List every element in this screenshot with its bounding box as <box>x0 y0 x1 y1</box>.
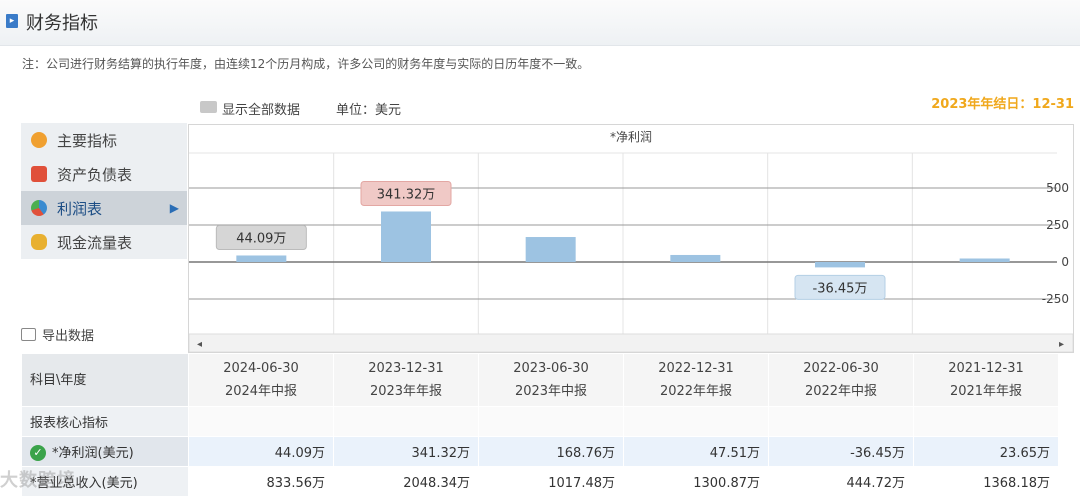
sidebar-item-label: 利润表 <box>57 199 103 218</box>
sidebar-item-label: 现金流量表 <box>57 233 133 252</box>
scroll-right-icon[interactable]: ▸ <box>1059 339 1064 350</box>
export-icon <box>21 328 36 341</box>
column-date: 2022-12-31 <box>658 361 734 376</box>
chart-canvas: *净利润 500 250 0 -250 44.09万 341.32万 -36.45万 ◂ … <box>189 130 1073 352</box>
column-period: 2023年年报 <box>369 384 443 399</box>
watermark: 大数跨境 <box>0 466 76 492</box>
column-period: 2022年中报 <box>804 384 878 399</box>
show-all-data-link[interactable]: 显示全部数据 <box>222 103 301 118</box>
scroll-left-icon[interactable]: ◂ <box>197 339 202 350</box>
column-period: 2022年年报 <box>659 384 733 399</box>
comment-icon[interactable] <box>200 101 217 113</box>
empty-cell <box>188 406 334 437</box>
column-header: 2024-06-30 2024年中报 <box>188 353 334 407</box>
row-label-text: *营业总收入(美元) <box>30 476 138 491</box>
page-header: ▸ 财务指标 <box>0 0 1080 46</box>
column-header: 2023-06-30 2023年中报 <box>478 353 624 407</box>
column-header: 2022-12-31 2022年年报 <box>623 353 769 407</box>
table-cell: 1017.48万 <box>478 466 624 497</box>
table-cell: 444.72万 <box>768 466 914 497</box>
column-header: 2021-12-31 2021年年报 <box>913 353 1059 407</box>
data-label: 341.32万 <box>377 187 436 202</box>
section-row: 报表核心指标 <box>21 406 1059 437</box>
table-header-row: 科目\年度 2024-06-30 2024年中报 2023-12-31 2023年年… <box>21 353 1059 407</box>
table-cell: -36.45万 <box>768 436 914 467</box>
column-date: 2021-12-31 <box>948 361 1024 376</box>
table-cell: 341.32万 <box>333 436 479 467</box>
watermark-text: 大数跨境 <box>0 470 76 491</box>
row-label: *营业总收入(美元) <box>21 466 189 497</box>
table-cell: 44.09万 <box>188 436 334 467</box>
table-cell: 47.51万 <box>623 436 769 467</box>
fiscal-note: 注：公司进行财务结算的执行年度，由连续12个历月构成，许多公司的财务年度与实际的… <box>22 57 590 71</box>
table-cell: 168.76万 <box>478 436 624 467</box>
sidebar-item-label: 资产负债表 <box>57 165 133 184</box>
column-period: 2023年中报 <box>514 384 588 399</box>
column-header: 2022-06-30 2022年中报 <box>768 353 914 407</box>
bar[interactable] <box>959 258 1010 262</box>
sidebar-item-balance-sheet[interactable]: 资产负债表 <box>21 157 187 191</box>
section-marker-icon: ▸ <box>6 14 18 28</box>
empty-cell <box>478 406 624 437</box>
chart-title: *净利润 <box>610 130 652 144</box>
section-label: 报表核心指标 <box>21 406 189 437</box>
table-cell: 23.65万 <box>913 436 1059 467</box>
row-label-text: *净利润(美元) <box>52 445 134 461</box>
empty-cell <box>623 406 769 437</box>
table-row[interactable]: ✓ *净利润(美元) 44.09万 341.32万 168.76万 47.51万 … <box>21 436 1059 467</box>
financial-table: 科目\年度 2024-06-30 2024年中报 2023-12-31 2023年年… <box>21 353 1059 497</box>
bar[interactable] <box>525 237 576 262</box>
column-header: 2023-12-31 2023年年报 <box>333 353 479 407</box>
y-tick-label: 500 <box>1046 181 1069 195</box>
column-date: 2024-06-30 <box>223 361 299 376</box>
net-profit-chart: *净利润 500 250 0 -250 44.09万 341.32万 -36.45万 ◂ … <box>188 124 1074 353</box>
data-label-box <box>794 274 886 300</box>
coins-icon <box>31 234 47 250</box>
column-date: 2023-12-31 <box>368 361 444 376</box>
fiscal-year-end: 2023年年结日：12-31 <box>931 97 1074 112</box>
empty-cell <box>333 406 479 437</box>
sidebar-item-label: 主要指标 <box>57 131 118 150</box>
bar[interactable] <box>670 254 721 262</box>
bar[interactable] <box>381 211 431 262</box>
corner-header: 科目\年度 <box>21 353 189 407</box>
document-icon <box>31 166 47 182</box>
sidebar-item-cash-flow[interactable]: 现金流量表 <box>21 225 187 259</box>
table-cell: 1368.18万 <box>913 466 1059 497</box>
export-label: 导出数据 <box>42 329 95 344</box>
pie-chart-icon <box>31 200 47 216</box>
bar[interactable] <box>815 262 865 268</box>
bar[interactable] <box>236 255 287 262</box>
table-cell: 833.56万 <box>188 466 334 497</box>
data-label-box <box>215 224 307 250</box>
data-label-box <box>360 180 452 206</box>
empty-cell <box>913 406 1059 437</box>
y-tick-label: -250 <box>1042 292 1069 306</box>
page-title: 财务指标 <box>26 13 98 34</box>
y-tick-label: 250 <box>1046 218 1069 232</box>
table-cell: 1300.87万 <box>623 466 769 497</box>
check-icon[interactable]: ✓ <box>30 445 46 462</box>
gear-icon <box>31 132 47 148</box>
column-period: 2024年中报 <box>224 384 298 399</box>
empty-cell <box>768 406 914 437</box>
column-date: 2023-06-30 <box>513 361 589 376</box>
chevron-right-icon: ▶ <box>169 201 179 215</box>
data-label: 44.09万 <box>236 231 286 246</box>
sidebar-item-main-indicators[interactable]: 主要指标 <box>21 123 187 157</box>
unit-label: 单位：美元 <box>336 103 402 118</box>
sidebar: 主要指标 资产负债表 利润表 ▶ 现金流量表 <box>21 123 187 259</box>
y-tick-label: 0 <box>1061 255 1069 269</box>
row-label: ✓ *净利润(美元) <box>21 436 189 467</box>
export-data-button[interactable]: 导出数据 <box>21 325 94 344</box>
column-date: 2022-06-30 <box>803 361 879 376</box>
sidebar-item-income-statement[interactable]: 利润表 ▶ <box>21 191 187 225</box>
column-period: 2021年年报 <box>949 384 1023 399</box>
table-row[interactable]: *营业总收入(美元) 833.56万 2048.34万 1017.48万 130… <box>21 466 1059 497</box>
data-label: -36.45万 <box>813 281 868 296</box>
table-cell: 2048.34万 <box>333 466 479 497</box>
chart-scrollbar[interactable]: ◂ ▸ <box>189 333 1073 352</box>
